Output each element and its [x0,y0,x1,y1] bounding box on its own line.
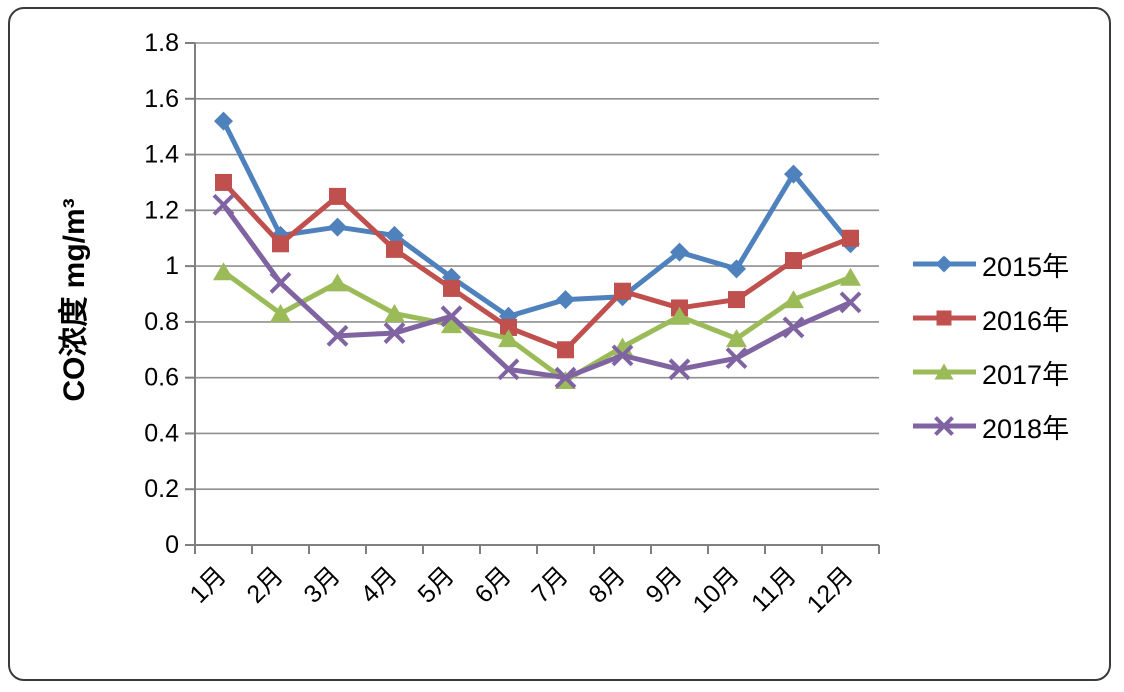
square-marker [557,341,574,359]
y-axis-title: CO浓度 mg/m³ [58,198,91,401]
square-marker [500,318,517,336]
x-marker [668,358,691,381]
square-marker [728,291,745,309]
x-tick-label: 6月 [469,561,516,608]
x-tick-label: 8月 [583,561,630,608]
axes [185,42,880,554]
square-marker [329,187,346,205]
x-marker [383,322,406,344]
triangle-marker [441,315,462,334]
y-tick-label: 0.6 [144,364,179,392]
x-tick-label: 12月 [802,561,859,618]
y-tick-label: 1.2 [144,196,179,224]
legend-label: 2015年 [982,251,1070,282]
series-line [221,179,853,353]
legend-key-triangle [913,363,976,380]
triangle-marker [840,267,861,286]
legend-item-2015年: 2015年 [912,250,1069,282]
chart-legend: 2015年 2016年 2017年 2018年 [912,250,1069,444]
series-line [221,118,853,319]
x-tick-label: 4月 [355,561,402,608]
triangle-marker [270,304,291,323]
x-marker [611,344,634,367]
series-2015年 [214,111,860,326]
x-marker [440,305,463,328]
triangle-marker [384,304,405,323]
x-tick-label: 11月 [746,561,802,617]
x-tick-label: 3月 [298,561,345,608]
square-marker [614,282,631,300]
triangle-marker [783,290,804,309]
x-marker [212,193,235,216]
x-tick-label: 7月 [526,561,573,608]
series-2018年 [212,193,862,389]
series-2016年 [215,173,859,359]
square-marker [272,235,289,253]
legend-key-square [913,310,976,326]
x-axis-labels: 1月 2月 3月 4月 5月 6月 7月 8月 9月 10月 11月 12月 [184,561,858,618]
x-marker [725,347,748,370]
square-marker [443,279,460,297]
legend-item-2016年: 2016年 [912,304,1069,336]
y-axis-labels: 0 0.2 0.4 0.6 0.8 1 1.2 1.4 1.6 1.8 [144,29,179,559]
x-marker [782,316,805,339]
square-marker [936,310,952,326]
x-tick-label: 2月 [241,561,288,608]
diamond-marker [784,164,803,184]
x-tick-label: 10月 [688,561,745,618]
diamond-marker [385,225,404,245]
triangle-marker [934,363,954,380]
triangle-marker [726,329,747,348]
y-tick-label: 1 [165,252,179,280]
triangle-marker [213,262,234,281]
x-marker [934,416,954,436]
y-tick-label: 1.4 [144,141,179,169]
square-marker [215,173,232,191]
x-tick-label: 5月 [412,561,459,608]
x-marker [554,366,577,389]
y-tick-label: 0.4 [144,419,179,447]
square-marker [842,229,859,247]
y-tick-label: 0.8 [144,308,179,336]
x-marker [326,324,349,347]
legend-label: 2018年 [982,413,1070,444]
x-marker [269,271,292,294]
legend-item-2017年: 2017年 [912,358,1069,390]
diamond-marker [214,111,233,131]
legend-label: 2016年 [982,305,1070,336]
x-tick-label: 9月 [640,561,687,608]
diamond-marker [328,217,347,237]
legend-key-x [913,416,976,436]
legend-item-2018年: 2018年 [912,412,1069,444]
square-marker [785,252,802,270]
y-tick-label: 0 [165,531,179,559]
gridlines [195,42,879,491]
y-tick-label: 0.2 [144,475,179,503]
series-line [221,269,853,383]
triangle-marker [669,306,690,325]
diamond-marker [935,255,953,273]
square-marker [386,240,403,258]
y-tick-label: 1.8 [144,29,179,57]
triangle-marker [498,329,519,348]
diamond-marker [670,242,689,262]
legend-label: 2017年 [982,359,1070,390]
y-tick-label: 1.6 [144,85,179,113]
x-marker [839,291,862,314]
triangle-marker [327,273,348,292]
x-tick-label: 1月 [184,561,231,608]
diamond-marker [556,290,575,310]
x-marker [497,358,520,381]
diamond-marker [727,259,746,279]
legend-key-diamond [913,255,976,273]
